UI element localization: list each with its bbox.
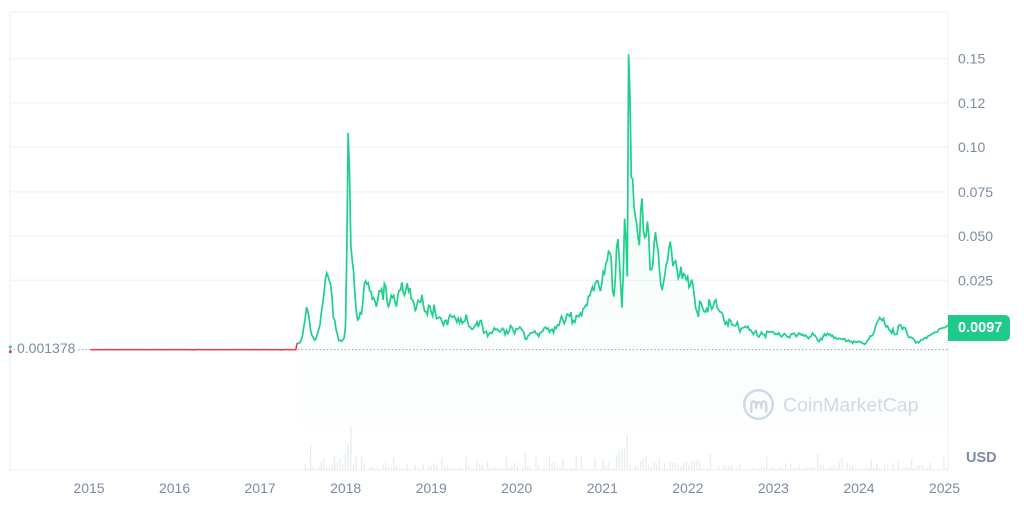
- svg-text:2017: 2017: [245, 480, 276, 496]
- svg-text:2021: 2021: [587, 480, 618, 496]
- svg-text:2016: 2016: [159, 480, 190, 496]
- svg-text:2020: 2020: [501, 480, 532, 496]
- svg-text:0.075: 0.075: [958, 184, 993, 200]
- svg-text:0.10: 0.10: [958, 139, 985, 155]
- svg-text:2023: 2023: [758, 480, 789, 496]
- svg-text:0.050: 0.050: [958, 228, 993, 244]
- svg-text:0.12: 0.12: [958, 95, 985, 111]
- svg-text:2024: 2024: [843, 480, 874, 496]
- svg-text:2015: 2015: [73, 480, 104, 496]
- svg-text:2018: 2018: [330, 480, 361, 496]
- svg-text:CoinMarketCap: CoinMarketCap: [783, 395, 919, 417]
- svg-text:0.025: 0.025: [958, 272, 993, 288]
- svg-text:2022: 2022: [672, 480, 703, 496]
- svg-text:0.15: 0.15: [958, 51, 985, 67]
- svg-text:2025: 2025: [929, 480, 960, 496]
- svg-text:2019: 2019: [416, 480, 447, 496]
